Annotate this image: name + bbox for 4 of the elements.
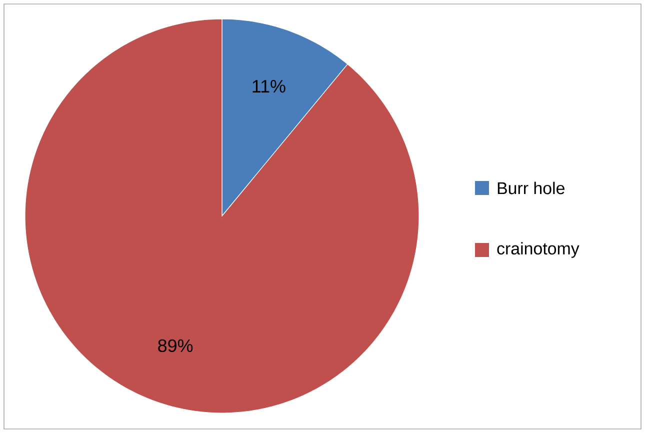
data-label: 11%	[252, 80, 286, 93]
legend-label: Burr hole	[498, 182, 564, 194]
data-label: 89%	[158, 339, 193, 352]
legend-label: crainotomy	[497, 242, 580, 258]
